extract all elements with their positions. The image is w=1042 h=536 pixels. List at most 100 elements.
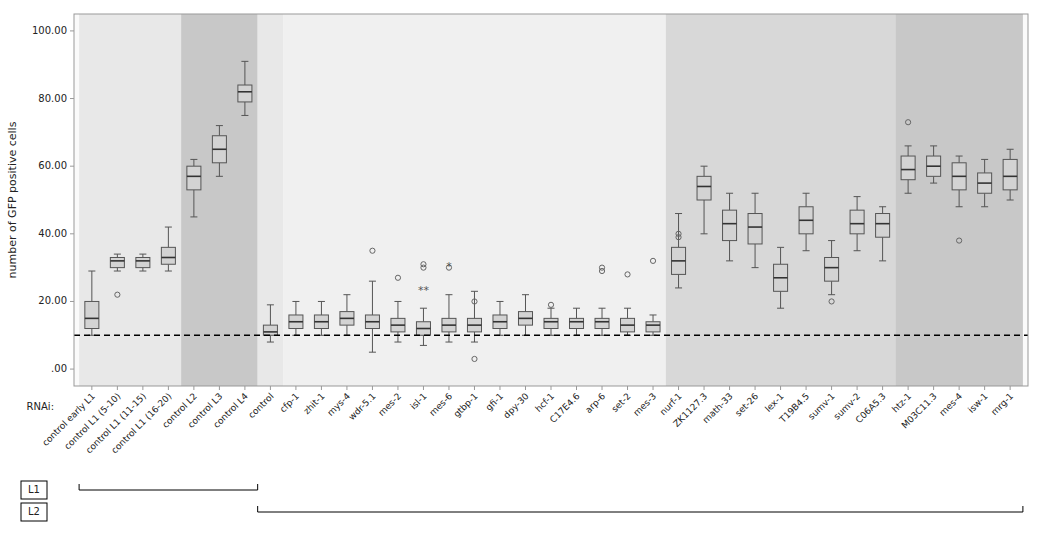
whisker-low xyxy=(984,193,985,207)
cap-low xyxy=(471,342,478,343)
bracket-label-box xyxy=(21,481,47,499)
x-tick-label: math-33 xyxy=(701,391,735,425)
x-tick-label: C17E4.6 xyxy=(548,391,582,425)
x-tick-label: control xyxy=(246,391,275,420)
whisker-low xyxy=(499,329,500,336)
whisker-low xyxy=(423,335,424,345)
box-group xyxy=(569,308,583,335)
cap-low xyxy=(369,352,376,353)
x-tick xyxy=(244,386,245,390)
cap-high xyxy=(752,193,759,194)
x-tick-label: wdr-5.1 xyxy=(347,391,378,422)
cap-low xyxy=(420,345,427,346)
x-tick xyxy=(321,386,322,390)
x-tick-label: ZK1127.3 xyxy=(671,391,709,429)
x-tick xyxy=(959,386,960,390)
box xyxy=(646,322,660,332)
median xyxy=(340,318,354,320)
box xyxy=(263,325,277,335)
box xyxy=(187,166,201,190)
x-tick-label: mrg-1 xyxy=(989,391,1015,417)
median xyxy=(697,186,711,188)
box xyxy=(1003,159,1017,189)
annotation: * xyxy=(446,260,452,273)
x-tick-label: isl-1 xyxy=(408,391,428,411)
x-tick xyxy=(857,386,858,390)
box-group xyxy=(212,126,226,177)
outlier xyxy=(370,248,375,253)
whisker-high xyxy=(933,146,934,156)
outlier xyxy=(957,238,962,243)
box xyxy=(365,315,379,329)
box-group xyxy=(952,156,966,243)
y-tick xyxy=(70,166,74,167)
box-group xyxy=(901,120,915,194)
cap-low xyxy=(905,193,912,194)
x-tick-label: gtbp-1 xyxy=(452,391,480,419)
x-tick xyxy=(627,386,628,390)
median xyxy=(314,321,328,323)
x-tick xyxy=(984,386,985,390)
box xyxy=(544,318,558,328)
box-group xyxy=(697,166,711,234)
x-tick-label: mes-3 xyxy=(631,391,658,418)
plot-frame xyxy=(74,14,1028,386)
whisker-high xyxy=(882,207,883,214)
box-group xyxy=(161,227,175,271)
box-group xyxy=(493,301,507,335)
x-axis-label: RNAi: xyxy=(27,401,54,412)
box-group xyxy=(646,258,660,335)
median xyxy=(187,176,201,178)
whisker-low xyxy=(653,332,654,335)
whisker-low xyxy=(448,332,449,342)
outlier xyxy=(472,299,477,304)
outlier xyxy=(548,302,553,307)
whisker-low xyxy=(755,244,756,268)
y-tick-label: 80.00 xyxy=(38,93,67,104)
median xyxy=(85,318,99,320)
x-tick xyxy=(729,386,730,390)
box-group xyxy=(340,295,354,336)
cap-high xyxy=(905,145,912,146)
median xyxy=(774,277,788,279)
whisker-high xyxy=(244,61,245,85)
cap-high xyxy=(190,159,197,160)
y-axis-label: number of GFP positive cells xyxy=(6,121,19,278)
box xyxy=(723,210,737,240)
whisker-low xyxy=(244,102,245,116)
box xyxy=(340,312,354,326)
x-tick xyxy=(831,386,832,390)
y-tick-label: .00 xyxy=(51,363,67,374)
cap-high xyxy=(803,193,810,194)
median xyxy=(825,267,839,269)
cap-low xyxy=(854,250,861,251)
outlier xyxy=(599,265,604,270)
box-group xyxy=(187,159,201,216)
whisker-low xyxy=(346,325,347,335)
median xyxy=(748,226,762,228)
whisker-high xyxy=(551,308,552,318)
whisker-high xyxy=(423,308,424,322)
whisker-high xyxy=(908,146,909,156)
x-tick-label: isw-1 xyxy=(966,391,990,415)
whisker-high xyxy=(270,305,271,325)
box xyxy=(876,214,890,238)
whisker-low xyxy=(908,180,909,194)
cap-low xyxy=(981,206,988,207)
x-tick xyxy=(423,386,424,390)
median xyxy=(263,331,277,333)
cap-low xyxy=(726,260,733,261)
cap-high xyxy=(701,166,708,167)
cap-low xyxy=(216,176,223,177)
box xyxy=(467,318,481,332)
bracket-label: L1 xyxy=(28,484,40,495)
plot-area xyxy=(74,14,1028,386)
x-tick xyxy=(193,386,194,390)
box xyxy=(518,312,532,326)
box xyxy=(161,247,175,264)
whisker-high xyxy=(525,295,526,312)
y-tick xyxy=(70,369,74,370)
y-tick xyxy=(70,301,74,302)
box-group xyxy=(110,254,124,297)
plot-background xyxy=(74,14,1028,386)
